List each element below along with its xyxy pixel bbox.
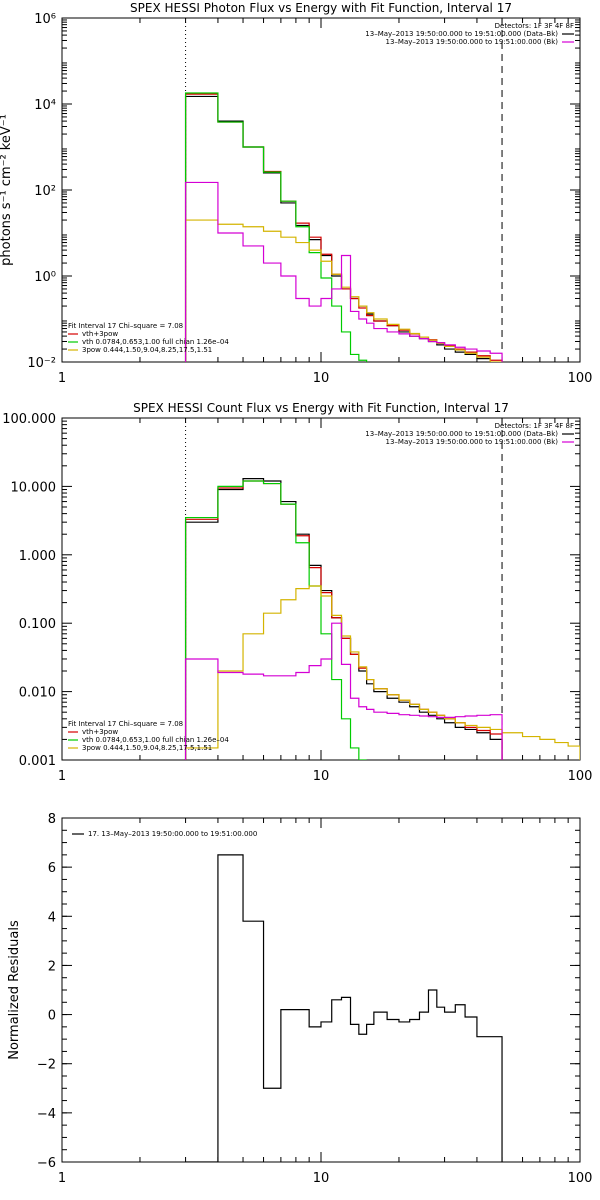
y-tick-label: 10² xyxy=(34,184,56,199)
y-tick-label: −4 xyxy=(37,1107,56,1122)
x-tick-label: 100 xyxy=(568,1171,593,1186)
legend-entry-label: 17. 13–May–2013 19:50:00.000 to 19:51:00… xyxy=(88,830,257,838)
legend-bottom-left: Fit Interval 17 Chi–square = 7.08vth+3po… xyxy=(68,720,229,752)
x-tick-label: 100 xyxy=(568,371,593,386)
x-tick-label: 1 xyxy=(58,371,66,386)
y-tick-label: 10.000 xyxy=(11,480,57,495)
legend-bottom-left: Fit Interval 17 Chi–square = 7.08vth+3po… xyxy=(68,322,229,354)
y-tick-label: −2 xyxy=(37,1058,56,1073)
legend-header: Fit Interval 17 Chi–square = 7.08 xyxy=(68,720,183,728)
x-axis: 1 10 100 xyxy=(58,18,593,386)
x-axis: 1 10 100 xyxy=(58,418,593,784)
chart-title: SPEX HESSI Count Flux vs Energy with Fit… xyxy=(133,401,509,415)
x-tick-label: 100 xyxy=(568,769,593,784)
x-tick-label: 10 xyxy=(313,769,330,784)
y-axis-label: photons s⁻¹ cm⁻² keV⁻¹ xyxy=(0,114,14,266)
y-tick-label: 10⁴ xyxy=(34,98,56,113)
series-line-vth xyxy=(184,92,368,362)
y-tick-label: 10⁻² xyxy=(27,356,56,371)
x-axis: 1 10 100 xyxy=(58,818,593,1186)
legend-entry-label: vth+3pow xyxy=(82,330,118,338)
legend-entry-label: 3pow 0.444,1.50,9.04,8.25,17.5,1.51 xyxy=(82,744,212,752)
series-line-3pow xyxy=(184,219,556,362)
panel-2: SPEX HESSI Count Flux vs Energy with Fit… xyxy=(2,401,592,784)
series-group xyxy=(185,854,503,1162)
series-line-3pow xyxy=(184,585,580,760)
series-line-vth xyxy=(184,480,367,760)
y-tick-label: 2 xyxy=(48,959,56,974)
y-tick-label: 1.000 xyxy=(19,549,56,564)
legend-header: Detectors: 1F 3F 4F 8F xyxy=(495,22,574,30)
x-tick-label: 1 xyxy=(58,769,66,784)
y-tick-label: 0 xyxy=(48,1009,56,1024)
legend-entry-label: 3pow 0.444,1.50,9.04,8.25,17.5,1.51 xyxy=(82,346,212,354)
x-tick-label: 10 xyxy=(313,1171,330,1186)
legend-entry-label: vth+3pow xyxy=(82,728,118,736)
y-axis-label: Normalized Residuals xyxy=(7,920,22,1060)
chart-title: SPEX HESSI Photon Flux vs Energy with Fi… xyxy=(130,1,512,15)
y-tick-label: 4 xyxy=(48,910,56,925)
legend-entry-label: vth 0.0784,0.653,1.00 full chian 1.26e–0… xyxy=(82,736,229,744)
y-tick-label: 10⁰ xyxy=(34,270,56,285)
y-tick-label: 10⁶ xyxy=(34,12,56,27)
series-line-data-bk xyxy=(184,95,503,362)
x-tick-label: 10 xyxy=(313,371,330,386)
y-tick-label: 0.001 xyxy=(19,754,56,769)
legend-top-left: 17. 13–May–2013 19:50:00.000 to 19:51:00… xyxy=(72,830,257,838)
y-tick-label: 6 xyxy=(48,861,56,876)
legend-header: Fit Interval 17 Chi–square = 7.08 xyxy=(68,322,183,330)
legend-entry-label: vth 0.0784,0.653,1.00 full chian 1.26e–0… xyxy=(82,338,229,346)
series-group xyxy=(184,478,580,760)
legend-entry-label: 13–May–2013 19:50:00.000 to 19:51:00.000… xyxy=(386,438,559,446)
y-axis: 0.001 0.010 0.100 1.000 10.000 100.000 xyxy=(2,412,580,769)
y-axis: 10⁻² 10⁰ 10² 10⁴ 10⁶ xyxy=(27,12,580,371)
series-group xyxy=(184,92,556,362)
legend-header: Detectors: 1F 3F 4F 8F xyxy=(495,422,574,430)
series-line-bk xyxy=(184,622,503,760)
y-axis: −6 −4 −2 0 2 4 6 8 xyxy=(37,812,580,1171)
series-line-vth-3pow xyxy=(184,480,503,760)
series-line-bk xyxy=(184,181,503,362)
series-line-residuals xyxy=(185,854,503,1162)
series-line-vth-3pow xyxy=(184,93,503,362)
panel-1: SPEX HESSI Photon Flux vs Energy with Fi… xyxy=(0,1,592,386)
y-tick-label: 0.010 xyxy=(19,686,56,701)
y-tick-label: 0.100 xyxy=(19,617,56,632)
x-tick-label: 1 xyxy=(58,1171,66,1186)
y-tick-label: 8 xyxy=(48,812,56,827)
panel-3: 1 10 100 −6 −4 −2 0 2 4 6 8 Normalized Residuals 17.… xyxy=(7,812,592,1186)
y-tick-label: 100.000 xyxy=(2,412,56,427)
legend-entry-label: 13–May–2013 19:50:00.000 to 19:51:00.000… xyxy=(365,30,558,38)
legend-entry-label: 13–May–2013 19:50:00.000 to 19:51:00.000… xyxy=(365,430,558,438)
y-tick-label: −6 xyxy=(37,1156,56,1171)
legend-entry-label: 13–May–2013 19:50:00.000 to 19:51:00.000… xyxy=(386,38,559,46)
